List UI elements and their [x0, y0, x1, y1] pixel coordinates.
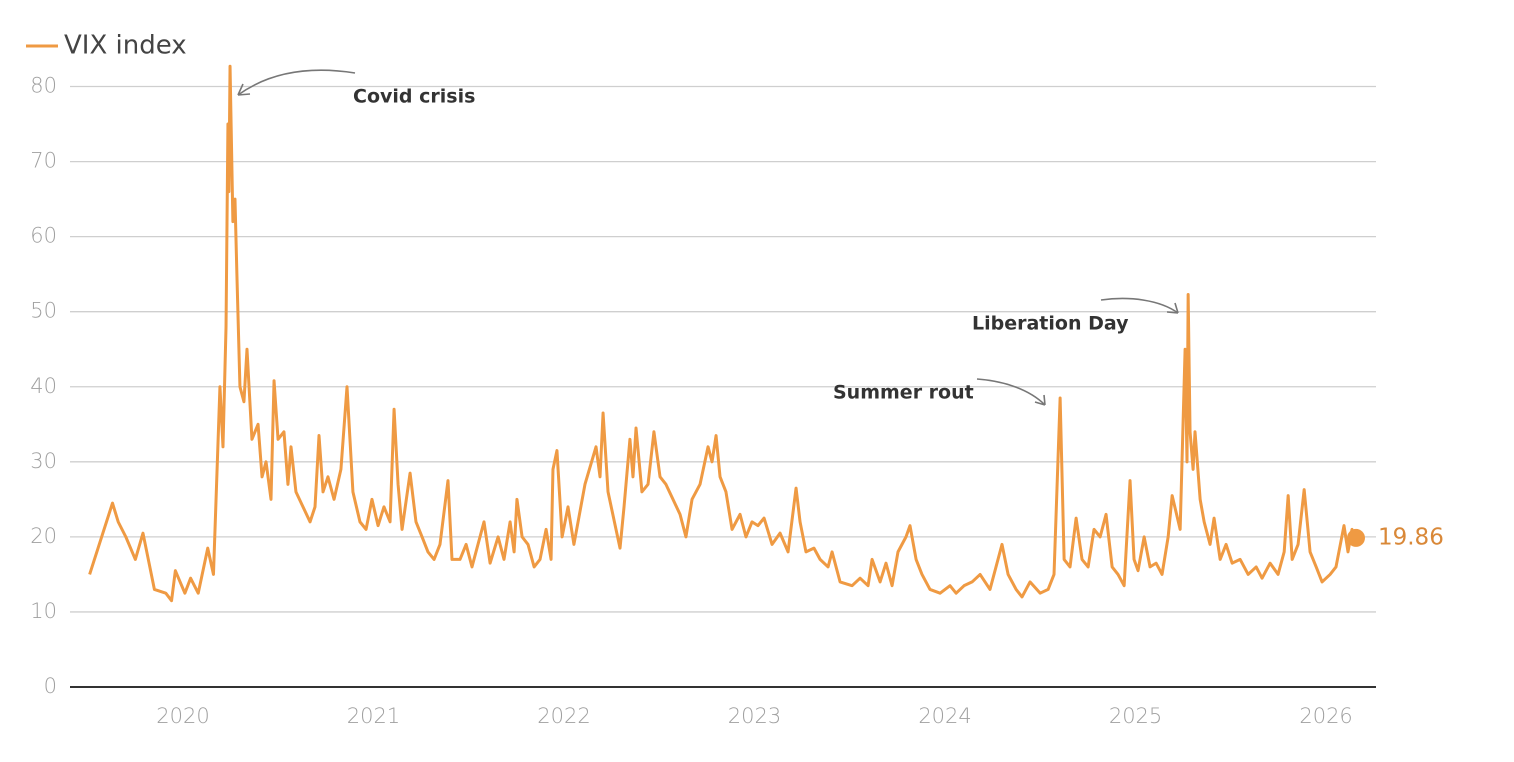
x-tick-label: 2022 — [537, 704, 590, 728]
x-tick-label: 2020 — [156, 704, 209, 728]
legend: VIX index — [26, 31, 187, 61]
annotation-arrowhead — [237, 83, 251, 96]
y-tick-label: 20 — [30, 524, 57, 548]
x-tick-label: 2026 — [1299, 704, 1352, 728]
y-tick-label: 80 — [30, 74, 57, 98]
line — [88, 64, 1358, 603]
y-tick-label: 50 — [30, 299, 57, 323]
annotation: Liberation Day — [972, 313, 1129, 335]
x-tick-label: 2024 — [918, 704, 971, 728]
annotation: Summer rout — [833, 382, 974, 404]
end-label: 19.86 — [1378, 524, 1444, 550]
end-marker — [1346, 528, 1365, 547]
grid — [70, 85, 1376, 688]
annotation-arrow — [237, 69, 356, 96]
x-tick-label: 2023 — [728, 704, 781, 728]
annotation-arrow — [976, 378, 1046, 406]
annotation-arrow — [1100, 297, 1179, 314]
legend-label: VIX index — [64, 31, 187, 61]
x-tick-label: 2021 — [347, 704, 400, 728]
y-tick-label: 40 — [30, 374, 57, 398]
y-tick-label: 0 — [44, 674, 57, 698]
y-tick-label: 30 — [30, 449, 57, 473]
y-tick-label: 70 — [30, 149, 57, 173]
annotation: Covid crisis — [353, 86, 475, 108]
y-tick-label: 60 — [30, 224, 57, 248]
x-tick-label: 2025 — [1109, 704, 1162, 728]
y-tick-label: 10 — [30, 599, 57, 623]
